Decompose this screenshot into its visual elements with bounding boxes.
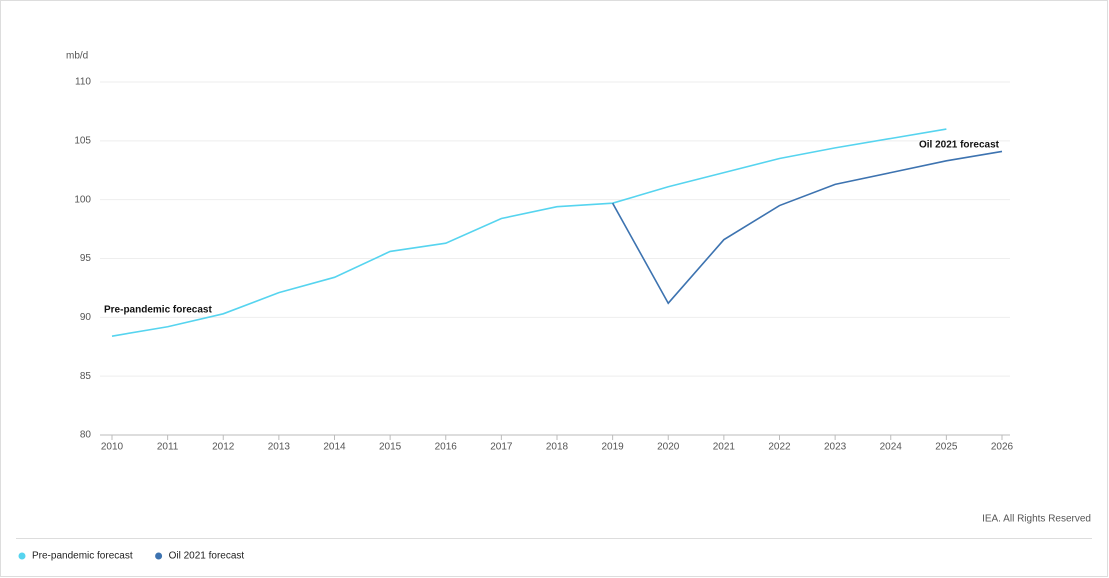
x-tick-label: 2013	[268, 442, 291, 453]
x-tick-label: 2021	[713, 442, 736, 453]
x-tick-label: 2020	[657, 442, 680, 453]
x-tick-label: 2019	[602, 442, 625, 453]
x-tick-label: 2017	[490, 442, 513, 453]
annotation: Pre-pandemic forecast	[104, 305, 212, 316]
x-tick-label: 2018	[546, 442, 569, 453]
annotation: Oil 2021 forecast	[919, 140, 1000, 151]
y-tick-label: 100	[74, 194, 91, 205]
legend-label: Oil 2021 forecast	[169, 551, 245, 562]
y-tick-label: 105	[74, 135, 91, 146]
series-line	[611, 150, 1003, 305]
x-tick-label: 2011	[157, 442, 179, 453]
legend-marker	[155, 552, 163, 560]
x-tick-label: 2010	[101, 442, 124, 453]
y-tick-label: 85	[80, 371, 92, 382]
x-tick-label: 2024	[880, 442, 903, 453]
x-tick-label: 2025	[935, 442, 958, 453]
y-tick-label: 90	[80, 312, 92, 323]
y-tick-label: 110	[75, 77, 91, 88]
y-tick-label: 95	[80, 253, 92, 264]
x-tick-label: 2016	[435, 442, 458, 453]
y-tick-label: 80	[80, 430, 92, 441]
legend-label: Pre-pandemic forecast	[32, 551, 133, 562]
x-tick-label: 2023	[824, 442, 847, 453]
x-tick-label: 2014	[323, 442, 346, 453]
x-tick-label: 2015	[379, 442, 402, 453]
legend-marker	[18, 552, 26, 560]
source-note: IEA. All Rights Reserved	[982, 514, 1091, 525]
x-tick-label: 2026	[991, 442, 1014, 453]
series-line	[111, 128, 947, 337]
x-tick-label: 2022	[768, 442, 791, 453]
y-axis-unit: mb/d	[66, 51, 88, 62]
x-tick-label: 2012	[212, 442, 235, 453]
